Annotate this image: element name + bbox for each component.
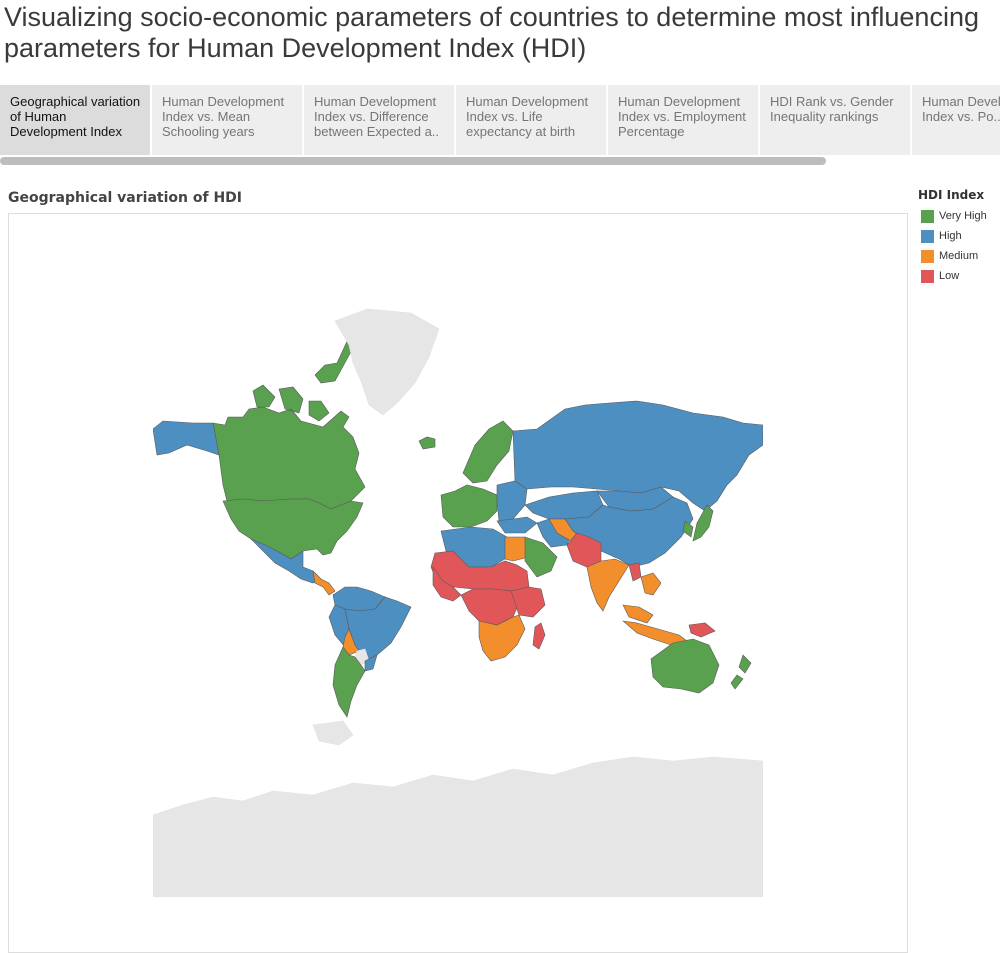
country-saudi-arabia[interactable] bbox=[524, 536, 558, 578]
country-indonesia[interactable] bbox=[622, 620, 688, 646]
dashboard-tabs: Geographical variation of Human Developm… bbox=[0, 85, 1000, 155]
legend-label: Low bbox=[939, 270, 960, 282]
country-madagascar[interactable] bbox=[532, 622, 546, 650]
country-west-africa[interactable] bbox=[432, 566, 462, 602]
legend-swatch bbox=[921, 269, 934, 283]
legend-title: HDI Index bbox=[918, 188, 985, 202]
country-iceland[interactable] bbox=[418, 436, 436, 450]
country-new-zealand[interactable] bbox=[730, 654, 752, 690]
country-egypt[interactable] bbox=[504, 536, 530, 562]
legend-label: High bbox=[939, 230, 962, 242]
tab-hdi-vs-population[interactable]: Human Development Index vs. Po.. bbox=[912, 85, 1000, 155]
country-scandinavia[interactable] bbox=[462, 420, 514, 484]
tab-label: Human Development Index vs. Mean Schooli… bbox=[162, 94, 285, 139]
country-russia[interactable] bbox=[512, 400, 763, 512]
tab-label: Human Development Index vs. Life expecta… bbox=[466, 94, 589, 139]
page-title: Visualizing socio-economic parameters of… bbox=[4, 2, 979, 63]
country-japan[interactable] bbox=[692, 504, 714, 542]
country-western-europe[interactable] bbox=[440, 484, 498, 528]
country-central-africa[interactable] bbox=[460, 588, 520, 626]
country-argentina-chile[interactable] bbox=[332, 646, 366, 718]
tab-label: Human Development Index vs. Difference b… bbox=[314, 94, 440, 139]
legend-item-very-high[interactable]: Very High bbox=[918, 206, 1000, 226]
country-southeast-asia[interactable] bbox=[622, 572, 662, 624]
legend-swatch bbox=[921, 209, 934, 223]
tab-geographical-variation[interactable]: Geographical variation of Human Developm… bbox=[0, 85, 150, 155]
country-uruguay[interactable] bbox=[364, 654, 378, 672]
legend-swatch bbox=[921, 249, 934, 263]
country-central-america[interactable] bbox=[312, 570, 336, 596]
country-greenland[interactable] bbox=[334, 308, 440, 416]
country-afghanistan-pakistan[interactable] bbox=[566, 532, 602, 568]
tab-hdi-rank-vs-gender-inequality[interactable]: HDI Rank vs. Gender Inequality rankings bbox=[760, 85, 910, 155]
tab-label: HDI Rank vs. Gender Inequality rankings bbox=[770, 94, 894, 124]
country-australia[interactable] bbox=[650, 638, 720, 694]
map-title: Geographical variation of HDI bbox=[8, 190, 242, 206]
legend: HDI Index Very High High Medium Low bbox=[918, 188, 1000, 286]
legend-label: Medium bbox=[939, 250, 979, 262]
country-papua-new-guinea[interactable] bbox=[688, 622, 716, 638]
tab-hdi-vs-mean-schooling[interactable]: Human Development Index vs. Mean Schooli… bbox=[152, 85, 302, 155]
country-mongolia[interactable] bbox=[596, 486, 674, 512]
legend-item-medium[interactable]: Medium bbox=[918, 246, 1000, 266]
legend-item-low[interactable]: Low bbox=[918, 266, 1000, 286]
country-alaska[interactable] bbox=[153, 420, 220, 456]
legend-swatch bbox=[921, 229, 934, 243]
legend-item-high[interactable]: High bbox=[918, 226, 1000, 246]
tab-label: Geographical variation of Human Developm… bbox=[10, 94, 141, 139]
legend-label: Very High bbox=[939, 210, 987, 222]
country-antarctica[interactable] bbox=[153, 720, 763, 897]
tab-label: Human Development Index vs. Po.. bbox=[922, 94, 1000, 124]
country-southern-africa[interactable] bbox=[478, 614, 526, 662]
tabs-scrollbar[interactable] bbox=[0, 157, 826, 165]
tab-hdi-vs-expected-difference[interactable]: Human Development Index vs. Difference b… bbox=[304, 85, 454, 155]
world-map[interactable] bbox=[153, 305, 763, 897]
tab-label: Human Development Index vs. Employment P… bbox=[618, 94, 746, 139]
tab-hdi-vs-life-expectancy[interactable]: Human Development Index vs. Life expecta… bbox=[456, 85, 606, 155]
country-korea[interactable] bbox=[682, 520, 694, 538]
country-india[interactable] bbox=[586, 558, 630, 612]
tab-hdi-vs-employment[interactable]: Human Development Index vs. Employment P… bbox=[608, 85, 758, 155]
